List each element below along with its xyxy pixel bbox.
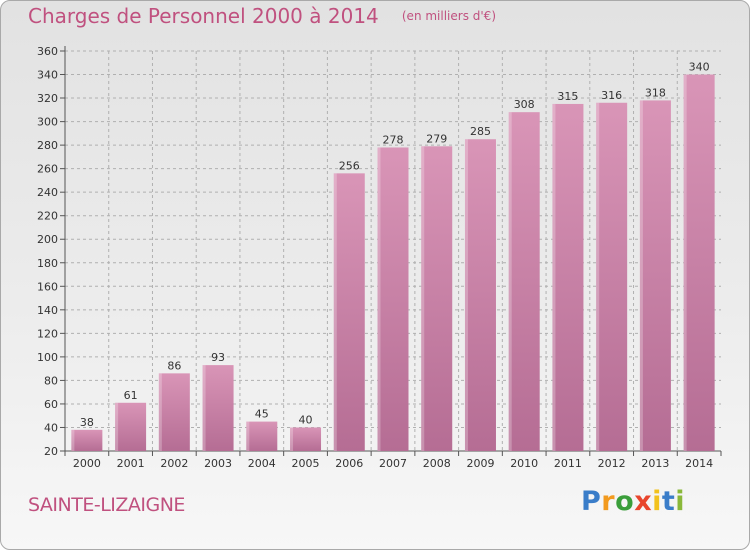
x-tick-label: 2007 — [379, 457, 407, 470]
bar — [377, 147, 409, 451]
bar-highlight — [115, 402, 119, 451]
bar — [290, 427, 322, 451]
x-tick-label: 2005 — [292, 457, 320, 470]
data-label: 40 — [299, 413, 313, 426]
x-tick-label: 2003 — [204, 457, 232, 470]
bar-highlight — [421, 146, 425, 451]
logo-letter: r — [601, 486, 616, 517]
x-tick-label: 2009 — [466, 457, 494, 470]
bar-highlight — [639, 100, 643, 451]
data-label: 315 — [557, 90, 578, 103]
x-tick-label: 2013 — [641, 457, 669, 470]
chart-title: Charges de Personnel 2000 à 2014 — [28, 4, 379, 28]
data-label: 38 — [80, 416, 94, 429]
data-label: 256 — [339, 159, 360, 172]
commune-name: SAINTE-LIZAIGNE — [28, 494, 185, 516]
data-label: 86 — [167, 359, 181, 372]
data-label: 308 — [514, 98, 535, 111]
bar — [71, 429, 103, 451]
bar — [683, 74, 715, 451]
y-tick-label: 20 — [44, 445, 58, 458]
bar — [639, 100, 671, 451]
bar-highlight — [290, 427, 294, 451]
bar — [115, 402, 147, 451]
bar-highlight — [246, 421, 250, 451]
proxiti-logo: Proxiti — [581, 486, 685, 517]
data-labels: 38 61 86 93 45 40 256 278 279 285 308 315 316 318 340 — [80, 61, 710, 429]
y-tick-label: 120 — [37, 327, 58, 340]
y-tick-label: 80 — [44, 374, 58, 387]
y-tick-label: 140 — [37, 304, 58, 317]
x-tick-label: 2012 — [598, 457, 626, 470]
bar — [246, 421, 278, 451]
bars — [71, 74, 715, 452]
x-tick-label: 2011 — [554, 457, 582, 470]
data-label: 45 — [255, 408, 269, 421]
logo-letter: P — [581, 486, 602, 517]
x-tick-label: 2002 — [160, 457, 188, 470]
bar — [158, 373, 190, 451]
data-label: 316 — [601, 89, 622, 102]
x-tick-label: 2001 — [117, 457, 145, 470]
data-label: 61 — [124, 389, 138, 402]
x-tick-label: 2004 — [248, 457, 276, 470]
y-tick-label: 360 — [37, 45, 58, 58]
y-tick-label: 220 — [37, 210, 58, 223]
bar-highlight — [683, 74, 687, 451]
bar — [421, 146, 453, 451]
bar-highlight — [508, 112, 512, 452]
x-tick-label: 2006 — [335, 457, 363, 470]
x-tick-label: 2014 — [685, 457, 713, 470]
y-tick-label: 280 — [37, 139, 58, 152]
x-tick-label: 2010 — [510, 457, 538, 470]
logo-letter: t — [661, 486, 676, 517]
y-tick-label: 300 — [37, 116, 58, 129]
chart-title-group: Charges de Personnel 2000 à 2014 (en mil… — [28, 4, 496, 28]
bar — [202, 365, 234, 451]
y-tick-label: 260 — [37, 163, 58, 176]
y-tick-label: 100 — [37, 351, 58, 364]
bar — [333, 173, 365, 451]
bar-highlight — [333, 173, 337, 451]
bar-highlight — [158, 373, 162, 451]
data-label: 278 — [383, 133, 404, 146]
x-tick-label: 2000 — [73, 457, 101, 470]
y-tick-labels: 20 40 60 80 100 120 140 160 180 200 220 240 260 280 30… — [37, 45, 58, 458]
y-tick-label: 160 — [37, 280, 58, 293]
x-tick-label: 2008 — [423, 457, 451, 470]
bar — [596, 102, 628, 451]
logo-letter: i — [675, 486, 686, 517]
bar-highlight — [464, 139, 468, 451]
logo-letter: o — [615, 486, 635, 517]
y-tick-label: 240 — [37, 186, 58, 199]
y-tick-label: 60 — [44, 398, 58, 411]
data-label: 285 — [470, 125, 491, 138]
y-tick-label: 200 — [37, 233, 58, 246]
logo-letter: x — [634, 486, 653, 517]
bar-highlight — [377, 147, 381, 451]
bar — [508, 112, 540, 452]
data-label: 93 — [211, 351, 225, 364]
bar-highlight — [71, 429, 75, 451]
y-tick-label: 40 — [44, 421, 58, 434]
y-tick-label: 340 — [37, 69, 58, 82]
bar — [464, 139, 496, 451]
bar-highlight — [552, 103, 556, 452]
bar-highlight — [202, 365, 206, 451]
chart-subtitle: (en milliers d'€) — [401, 9, 496, 23]
data-label: 318 — [645, 86, 666, 99]
bar — [552, 103, 584, 452]
x-tick-labels: 2000 2001 2002 2003 2004 2005 2006 2007 2008 2009… — [73, 457, 713, 470]
logo-letter: i — [652, 486, 662, 517]
data-label: 340 — [689, 61, 710, 74]
data-label: 279 — [426, 132, 447, 145]
bar-highlight — [596, 102, 600, 451]
y-tick-label: 180 — [37, 257, 58, 270]
y-tick-label: 320 — [37, 92, 58, 105]
